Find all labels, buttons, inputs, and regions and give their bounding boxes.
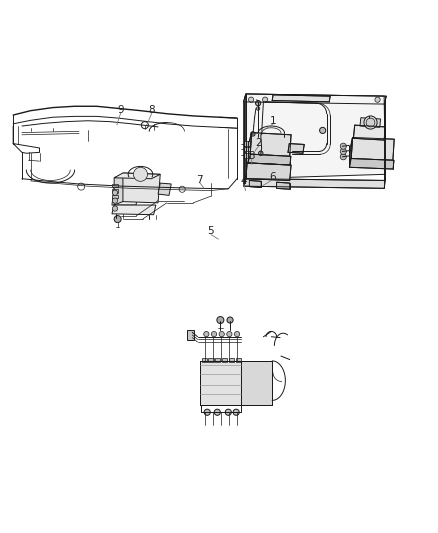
Polygon shape	[247, 154, 290, 165]
Circle shape	[365, 118, 374, 127]
Circle shape	[226, 317, 233, 323]
Circle shape	[234, 332, 239, 337]
Text: 1: 1	[269, 116, 276, 126]
Bar	[244, 141, 250, 146]
Polygon shape	[243, 94, 245, 186]
Text: 2: 2	[255, 138, 262, 148]
Polygon shape	[249, 181, 261, 188]
Circle shape	[112, 190, 117, 196]
Circle shape	[112, 198, 117, 203]
Bar	[235, 358, 240, 362]
Bar	[228, 358, 233, 362]
Polygon shape	[199, 361, 241, 405]
Text: 3: 3	[247, 151, 254, 161]
Circle shape	[248, 97, 253, 102]
Bar	[208, 358, 213, 362]
Polygon shape	[349, 158, 393, 169]
Bar	[112, 195, 117, 198]
Polygon shape	[243, 179, 385, 188]
Circle shape	[203, 332, 208, 337]
Circle shape	[226, 332, 231, 337]
Polygon shape	[114, 173, 160, 179]
Polygon shape	[250, 133, 290, 156]
Polygon shape	[350, 138, 393, 160]
Bar	[112, 184, 117, 188]
Circle shape	[204, 409, 210, 415]
Polygon shape	[276, 182, 289, 189]
Text: 6: 6	[268, 172, 275, 182]
Circle shape	[374, 97, 379, 102]
Circle shape	[339, 143, 346, 149]
Text: 5: 5	[207, 227, 214, 236]
Bar	[244, 154, 250, 158]
Text: 9: 9	[117, 105, 124, 115]
Polygon shape	[120, 173, 160, 203]
Polygon shape	[353, 125, 385, 140]
Circle shape	[216, 317, 223, 324]
Circle shape	[112, 206, 117, 211]
Polygon shape	[245, 163, 290, 181]
Polygon shape	[243, 94, 385, 104]
Circle shape	[339, 154, 346, 160]
Circle shape	[225, 409, 231, 415]
Bar	[222, 358, 227, 362]
Circle shape	[233, 409, 239, 415]
Polygon shape	[359, 118, 380, 127]
Circle shape	[214, 409, 220, 415]
Circle shape	[319, 127, 325, 133]
Polygon shape	[158, 183, 171, 196]
Bar	[215, 358, 220, 362]
Circle shape	[255, 101, 260, 106]
Circle shape	[114, 215, 121, 223]
Polygon shape	[112, 188, 138, 205]
Polygon shape	[349, 138, 352, 167]
Circle shape	[133, 167, 147, 181]
Polygon shape	[112, 205, 155, 215]
Circle shape	[363, 116, 376, 129]
Polygon shape	[272, 95, 329, 102]
Circle shape	[256, 107, 259, 110]
Bar	[112, 189, 117, 193]
Circle shape	[262, 97, 267, 102]
Text: 8: 8	[148, 105, 155, 115]
Bar	[244, 147, 250, 151]
Polygon shape	[241, 361, 272, 405]
Polygon shape	[287, 143, 304, 154]
Bar	[201, 358, 206, 362]
Circle shape	[258, 151, 262, 156]
Text: 7: 7	[196, 175, 203, 184]
Bar	[186, 330, 194, 340]
Circle shape	[250, 132, 254, 136]
Polygon shape	[114, 174, 123, 205]
Text: 4: 4	[240, 176, 247, 186]
Polygon shape	[247, 133, 251, 163]
Circle shape	[339, 148, 346, 155]
Circle shape	[211, 332, 216, 337]
Polygon shape	[245, 94, 385, 179]
Circle shape	[219, 332, 224, 337]
